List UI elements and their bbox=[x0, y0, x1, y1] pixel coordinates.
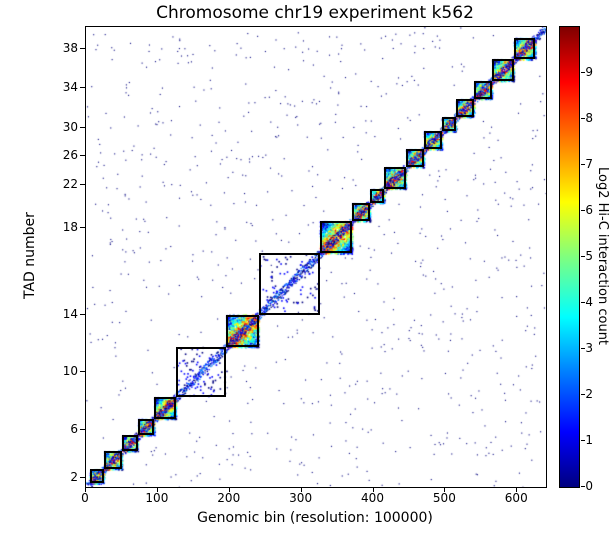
colorbar-tick: 8 bbox=[585, 111, 593, 125]
chart-title: Chromosome chr19 experiment k562 bbox=[85, 3, 545, 23]
y-tick: 6 bbox=[70, 422, 78, 436]
figure: Chromosome chr19 experiment k562 TAD num… bbox=[0, 0, 612, 538]
y-tick: 2 bbox=[70, 470, 78, 484]
y-tick: 14 bbox=[63, 307, 78, 321]
x-tick: 0 bbox=[81, 491, 89, 505]
x-tick: 100 bbox=[145, 491, 168, 505]
x-tick: 600 bbox=[505, 491, 528, 505]
colorbar-tick: 1 bbox=[585, 433, 593, 447]
colorbar-tick: 6 bbox=[585, 203, 593, 217]
x-tick: 400 bbox=[361, 491, 384, 505]
colorbar-tick: 3 bbox=[585, 341, 593, 355]
y-tick: 22 bbox=[63, 177, 78, 191]
colorbar-tick: 9 bbox=[585, 65, 593, 79]
x-axis-label: Genomic bin (resolution: 100000) bbox=[85, 510, 545, 526]
y-tick: 26 bbox=[63, 148, 78, 162]
colorbar-label: Log2 Hi-C interaction count bbox=[594, 26, 610, 486]
heatmap-canvas bbox=[86, 27, 546, 487]
x-tick: 300 bbox=[289, 491, 312, 505]
y-tick: 30 bbox=[63, 120, 78, 134]
y-tick: 38 bbox=[63, 41, 78, 55]
y-tick: 18 bbox=[63, 220, 78, 234]
colorbar-tick: 4 bbox=[585, 295, 593, 309]
colorbar-tick: 0 bbox=[585, 479, 593, 493]
colorbar-tick: 7 bbox=[585, 157, 593, 171]
x-tick: 500 bbox=[433, 491, 456, 505]
y-axis-label: TAD number bbox=[22, 26, 40, 486]
colorbar bbox=[559, 26, 580, 488]
y-tick: 10 bbox=[63, 364, 78, 378]
plot-area bbox=[85, 26, 547, 488]
y-tick: 34 bbox=[63, 80, 78, 94]
colorbar-tick: 5 bbox=[585, 249, 593, 263]
x-tick: 200 bbox=[217, 491, 240, 505]
colorbar-tick: 2 bbox=[585, 387, 593, 401]
